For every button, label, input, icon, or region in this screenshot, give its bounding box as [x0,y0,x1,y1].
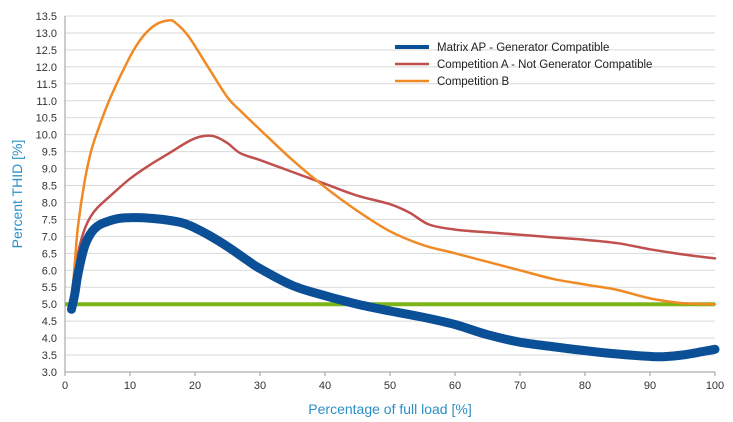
y-tick-label: 11.5 [36,79,57,91]
y-tick-label: 9.0 [42,164,57,176]
legend: Matrix AP - Generator Compatible Competit… [395,42,652,88]
legend-label: Competition B [437,76,510,88]
x-tick-label: 50 [384,380,396,392]
y-axis-title: Percent THID [%] [9,140,25,249]
series-layer [67,19,720,362]
y-tick-label: 10.5 [36,113,57,125]
x-tick-label: 80 [579,380,591,392]
series-line-competition-a-not-generator-compatible [70,134,717,306]
y-tick-label: 8.5 [42,181,57,193]
axes: 3.0 3.5 4.0 4.5 5.0 5.5 6.0 6.5 7.0 7.5 8.0 8.5 9.0 9… [36,11,725,392]
y-tick-label: 9.5 [42,147,57,159]
y-tick-label: 6.0 [42,265,57,277]
y-tick-label: 4.0 [42,333,57,345]
grid-lines [65,15,715,373]
x-tick-label: 60 [449,380,461,392]
y-tick-label: 13.5 [36,11,57,23]
y-tick-label: 5.5 [42,282,57,294]
x-tick-label: 10 [124,380,136,392]
legend-label: Matrix AP - Generator Compatible [437,42,609,54]
y-tick-label: 3.0 [42,367,57,379]
y-tick-label: 4.5 [42,316,57,328]
y-tick-label: 8.0 [42,197,57,209]
legend-label: Competition A - Not Generator Compatible [437,59,652,71]
y-tick-label: 7.0 [42,231,57,243]
series-line-matrix-ap-generator-compatible [67,213,720,362]
x-tick-label: 100 [706,380,724,392]
y-tick-label: 11.0 [36,96,57,108]
x-tick-label: 20 [189,380,201,392]
y-tick-label: 5.0 [42,299,57,311]
series-line-competition-b [70,19,717,306]
x-axis-title: Percentage of full load [%] [308,401,471,417]
y-tick-label: 7.5 [42,214,57,226]
x-tick-label: 40 [319,380,331,392]
x-tick-label: 30 [254,380,266,392]
x-tick-label: 0 [62,380,68,392]
y-tick-label: 10.0 [36,130,57,142]
y-tick-label: 12.5 [36,45,57,57]
x-tick-label: 70 [514,380,526,392]
x-tick-label: 90 [644,380,656,392]
y-tick-label: 3.5 [42,350,57,362]
y-tick-label: 13.0 [36,28,57,40]
y-tick-label: 6.5 [42,248,57,260]
y-tick-label: 12.0 [36,62,57,74]
